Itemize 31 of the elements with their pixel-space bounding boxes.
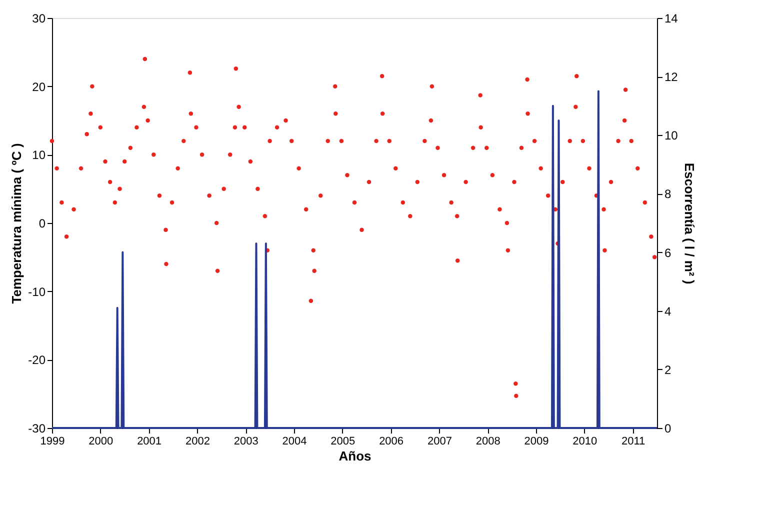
y2-tick-label: 0 <box>664 422 672 436</box>
x-axis-title: Años <box>338 448 372 464</box>
x-tick-label: 2002 <box>185 436 210 448</box>
y-tick-label: -20 <box>28 353 46 368</box>
y2-tick-label: 14 <box>664 12 678 26</box>
y2-tick-label: 4 <box>664 304 672 318</box>
x-tick-label: 2000 <box>88 436 114 448</box>
y2-tick-label: 12 <box>664 70 678 84</box>
x-tick-label: 2008 <box>476 436 500 448</box>
x-tick-label: 2010 <box>572 436 598 448</box>
x-tick-label: 2001 <box>137 436 162 448</box>
y2-tick-label: 6 <box>664 246 672 260</box>
x-tick-label: 2005 <box>330 436 356 448</box>
x-tick-label: 2009 <box>524 436 549 448</box>
x-tick-label: 2007 <box>427 436 452 448</box>
y-tick-label: 30 <box>32 12 46 26</box>
y-axis-title: Temperatura mínima ( ºC ) <box>9 143 24 304</box>
x-tick-label: 1999 <box>40 436 65 448</box>
x-tick-label: 2003 <box>234 436 258 448</box>
y2-tick-label: 2 <box>664 362 672 377</box>
x-tick-label: 2011 <box>621 436 646 448</box>
y2-tick-label: 10 <box>664 128 678 143</box>
x-tick-label: 2004 <box>282 436 307 448</box>
y2-axis-title: Escorrentía ( l / m² ) <box>682 162 697 284</box>
x-tick-label: 2006 <box>379 436 404 448</box>
y-tick-label: -30 <box>28 422 46 436</box>
y-tick-label: 20 <box>32 80 46 94</box>
y-tick-label: 0 <box>38 216 46 230</box>
y2-tick-label: 8 <box>664 187 672 202</box>
y-tick-label: 10 <box>32 148 46 162</box>
y-tick-label: -10 <box>28 284 46 299</box>
